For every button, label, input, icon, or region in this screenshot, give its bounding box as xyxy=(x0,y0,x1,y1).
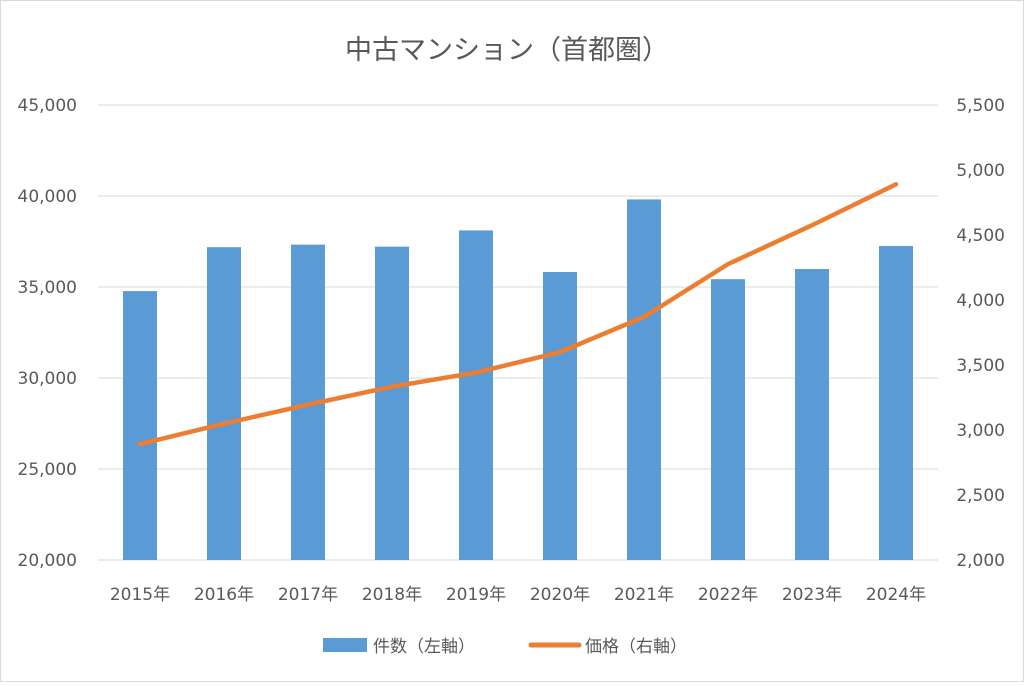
bar xyxy=(207,247,241,560)
legend-bar-label: 件数（左軸） xyxy=(373,637,475,657)
bar xyxy=(711,279,745,560)
x-tick-label: 2024年 xyxy=(866,585,926,605)
x-tick-label: 2018年 xyxy=(362,585,422,605)
bar xyxy=(795,269,829,560)
chart-title: 中古マンション（首都圏） xyxy=(345,35,669,66)
left-tick-label: 40,000 xyxy=(18,187,77,207)
right-tick-label: 3,500 xyxy=(956,356,1005,376)
right-tick-label: 3,000 xyxy=(956,421,1005,441)
left-tick-label: 25,000 xyxy=(18,460,77,480)
legend-line-label: 価格（右軸） xyxy=(585,637,687,657)
bar xyxy=(459,230,493,560)
x-tick-label: 2020年 xyxy=(530,585,590,605)
x-tick-label: 2016年 xyxy=(194,585,254,605)
x-tick-label: 2017年 xyxy=(278,585,338,605)
right-tick-label: 4,000 xyxy=(956,291,1005,311)
line-series xyxy=(140,184,896,444)
legend-bar-swatch xyxy=(323,638,367,652)
price-line xyxy=(140,184,896,444)
left-tick-label: 45,000 xyxy=(18,96,77,116)
bar xyxy=(627,199,661,560)
x-tick-label: 2015年 xyxy=(110,585,170,605)
right-tick-label: 2,500 xyxy=(956,486,1005,506)
x-tick-label: 2023年 xyxy=(782,585,842,605)
legend: 件数（左軸） 価格（右軸） xyxy=(323,637,687,657)
right-tick-label: 2,000 xyxy=(956,551,1005,571)
x-axis: 2015年 2016年 2017年 2018年 2019年 2020年 2021年 2022年… xyxy=(110,585,926,605)
bar-series xyxy=(123,199,913,560)
x-tick-label: 2022年 xyxy=(698,585,758,605)
left-tick-label: 35,000 xyxy=(18,278,77,298)
right-tick-label: 4,500 xyxy=(956,226,1005,246)
right-tick-label: 5,000 xyxy=(956,161,1005,181)
x-tick-label: 2019年 xyxy=(446,585,506,605)
left-tick-label: 20,000 xyxy=(18,551,77,571)
bar xyxy=(543,272,577,560)
bar xyxy=(123,291,157,560)
x-tick-label: 2021年 xyxy=(614,585,674,605)
right-tick-label: 5,500 xyxy=(956,96,1005,116)
left-tick-label: 30,000 xyxy=(18,369,77,389)
bar xyxy=(375,247,409,560)
left-axis: 20,000 25,000 30,000 35,000 40,000 45,000 xyxy=(18,96,77,571)
bar xyxy=(879,246,913,560)
right-axis: 2,000 2,500 3,000 3,500 4,000 4,500 5,000 5,500 xyxy=(956,96,1005,571)
